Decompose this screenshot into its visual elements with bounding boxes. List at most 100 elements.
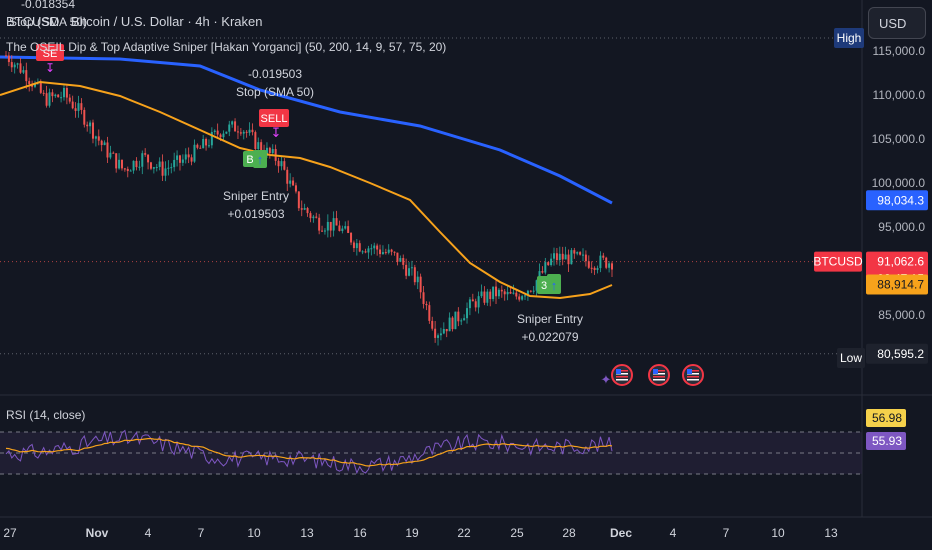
candle-body (222, 133, 225, 138)
time-tick-label: 13 (824, 526, 838, 540)
candle-body (541, 271, 544, 273)
candle-body (135, 160, 138, 168)
low-tag-bg (837, 348, 865, 368)
candle-body (89, 122, 92, 127)
candle-body (602, 255, 605, 258)
candle-body (309, 213, 312, 219)
candle-body (260, 142, 263, 153)
candle-body (54, 94, 57, 97)
candle-body (547, 262, 550, 266)
candle-body (335, 218, 338, 226)
candle-body (13, 64, 16, 68)
candle-body (271, 149, 274, 154)
time-tick-label: 16 (353, 526, 367, 540)
candle-body (553, 253, 556, 259)
candle-body (468, 299, 471, 309)
time-tick-label: 7 (198, 526, 205, 540)
rsi-value1: 56.98 (872, 411, 902, 425)
currency-selector[interactable]: USD (868, 7, 926, 39)
price-tick-label: 100,000.0 (872, 176, 926, 190)
candle-body (384, 252, 387, 254)
candle-body (558, 253, 561, 261)
candle-body (251, 129, 254, 133)
candle-body (123, 168, 126, 170)
candle-body (350, 232, 353, 243)
candle-body (561, 253, 564, 260)
flag-stripe (687, 376, 699, 378)
flag-stripe (653, 376, 665, 378)
candle-body (344, 226, 347, 229)
candle-body (590, 267, 593, 269)
flag-canton (653, 369, 658, 374)
candle-body (503, 291, 506, 295)
candle-body (236, 131, 239, 133)
candle-body (413, 267, 416, 283)
candle-body (364, 251, 367, 253)
candle-body (387, 249, 390, 253)
candle-body (16, 63, 19, 65)
sell-badge (259, 109, 289, 127)
candle-body (608, 263, 611, 268)
candle-body (51, 92, 54, 97)
time-tick-label: 10 (247, 526, 261, 540)
candle-body (512, 292, 515, 294)
candle-body (164, 168, 167, 176)
candle-body (300, 208, 303, 210)
buy-badge-label: B (246, 154, 253, 166)
price-tick-label: 105,000.0 (872, 132, 926, 146)
candle-body (292, 180, 295, 186)
candle-body (390, 249, 393, 252)
candle-body (103, 142, 106, 146)
candle-body (535, 280, 538, 291)
sma200-value-badge: 98,034.3 (877, 193, 924, 207)
price-tick-label: 115,000.0 (873, 44, 926, 58)
time-tick-label: 4 (670, 526, 677, 540)
candle-body (576, 252, 579, 254)
candle-body (425, 303, 428, 306)
time-tick-label: Dec (610, 526, 632, 540)
candle-body (579, 252, 582, 255)
candle-body (367, 248, 370, 253)
stop-label: Stop (SMA 50) (236, 85, 314, 99)
candle-body (321, 230, 324, 232)
candle-body (297, 191, 300, 209)
candle-body (564, 254, 567, 260)
candle-body (439, 333, 442, 336)
candle-body (567, 254, 570, 265)
rsi-value2: 55.93 (872, 434, 902, 448)
stop-value-label: -0.018354 (21, 0, 75, 11)
candle-body (181, 159, 184, 163)
candle-body (42, 92, 45, 94)
candle-body (495, 286, 498, 297)
candle-body (573, 250, 576, 254)
price-tick-label: 85,000.0 (878, 308, 925, 322)
flag-stripe (653, 379, 665, 381)
candle-body (268, 147, 271, 154)
candle-body (358, 243, 361, 252)
candle-body (173, 159, 176, 168)
sma50-value-badge-bg (866, 274, 928, 295)
candle-body (355, 243, 358, 249)
rsi-value2-bg (866, 432, 906, 450)
candle-body (289, 180, 292, 184)
candle-body (326, 221, 329, 231)
candle-body (178, 155, 181, 163)
candle-body (515, 292, 518, 297)
candle-body (86, 124, 89, 127)
entry-label: Sniper Entry (517, 312, 583, 326)
candle-body (332, 218, 335, 231)
candle-body (196, 144, 199, 148)
sell-arrow-icon: ↧ (45, 61, 55, 75)
candle-body (190, 157, 193, 162)
sma50-line (0, 80, 613, 300)
flag-stripe (687, 373, 699, 375)
candle-body (451, 317, 454, 330)
candle-body (457, 311, 460, 322)
low-tag: Low (840, 351, 862, 365)
sma200-line (0, 55, 613, 205)
time-tick-label: 7 (723, 526, 730, 540)
low-value-badge: 80,595.2 (877, 347, 924, 361)
candle-body (405, 264, 408, 276)
